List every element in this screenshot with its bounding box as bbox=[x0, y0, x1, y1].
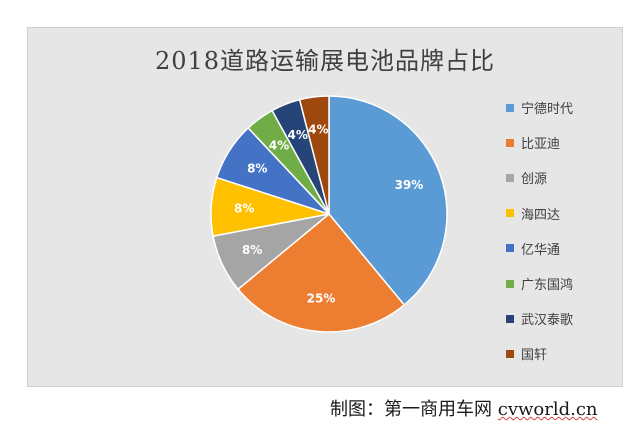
legend-swatch bbox=[506, 173, 514, 182]
legend-label: 创源 bbox=[521, 172, 548, 188]
pie-label-7: 4% bbox=[288, 128, 308, 142]
legend-swatch bbox=[506, 138, 514, 147]
legend-label: 比亚迪 bbox=[521, 137, 561, 153]
pie-label-5: 8% bbox=[247, 161, 267, 175]
pie-slice-2 bbox=[237, 212, 406, 333]
pie-label-8: 4% bbox=[308, 123, 328, 137]
legend-item: 亿华通 bbox=[506, 231, 616, 266]
pie-slice-1 bbox=[328, 95, 448, 306]
legend-item: 创源 bbox=[506, 160, 616, 195]
pie-slice-8 bbox=[298, 95, 330, 215]
legend-item: 海四达 bbox=[506, 196, 616, 231]
chart-title: 2018道路运输展电池品牌占比 bbox=[154, 47, 496, 75]
legend-label: 广东国鸿 bbox=[521, 278, 574, 294]
legend-item: 广东国鸿 bbox=[506, 266, 616, 301]
pie-label-2: 25% bbox=[307, 292, 336, 306]
credit-text: 制图：第一商用车网 bbox=[330, 399, 498, 420]
pie-label-4: 8% bbox=[234, 202, 254, 216]
pie-label-6: 4% bbox=[269, 138, 289, 152]
legend-swatch bbox=[506, 244, 514, 253]
pie-label-3: 8% bbox=[242, 243, 262, 257]
legend-swatch bbox=[506, 279, 514, 288]
legend-swatch bbox=[506, 314, 514, 323]
legend-item: 比亚迪 bbox=[506, 125, 616, 160]
pie-chart: 39%25%8%8%8%4%4% 4% bbox=[210, 95, 448, 333]
legend-item: 国轩 bbox=[506, 336, 616, 371]
legend-swatch bbox=[506, 103, 514, 112]
source-credit: 制图：第一商用车网 cvworld.cn bbox=[330, 395, 598, 421]
legend-label: 宁德时代 bbox=[521, 102, 574, 118]
legend-item: 武汉泰歌 bbox=[506, 301, 616, 336]
legend-item: 宁德时代 bbox=[506, 90, 616, 125]
credit-site: cvworld.cn bbox=[497, 399, 598, 420]
chart-panel: 2018道路运输展电池品牌占比 39% 25% 8% 8% 8% 4% 4% 4% 宁德时代比… bbox=[27, 27, 623, 387]
legend-label: 亿华通 bbox=[521, 242, 561, 258]
legend-swatch bbox=[506, 209, 514, 218]
pie-label-1: 39% bbox=[395, 178, 424, 192]
legend-label: 海四达 bbox=[521, 207, 561, 223]
legend-label: 武汉泰歌 bbox=[521, 313, 574, 329]
legend-swatch bbox=[506, 349, 514, 358]
chart-legend: 宁德时代比亚迪创源海四达亿华通广东国鸿武汉泰歌国轩 bbox=[506, 90, 616, 372]
legend-label: 国轩 bbox=[521, 348, 548, 364]
